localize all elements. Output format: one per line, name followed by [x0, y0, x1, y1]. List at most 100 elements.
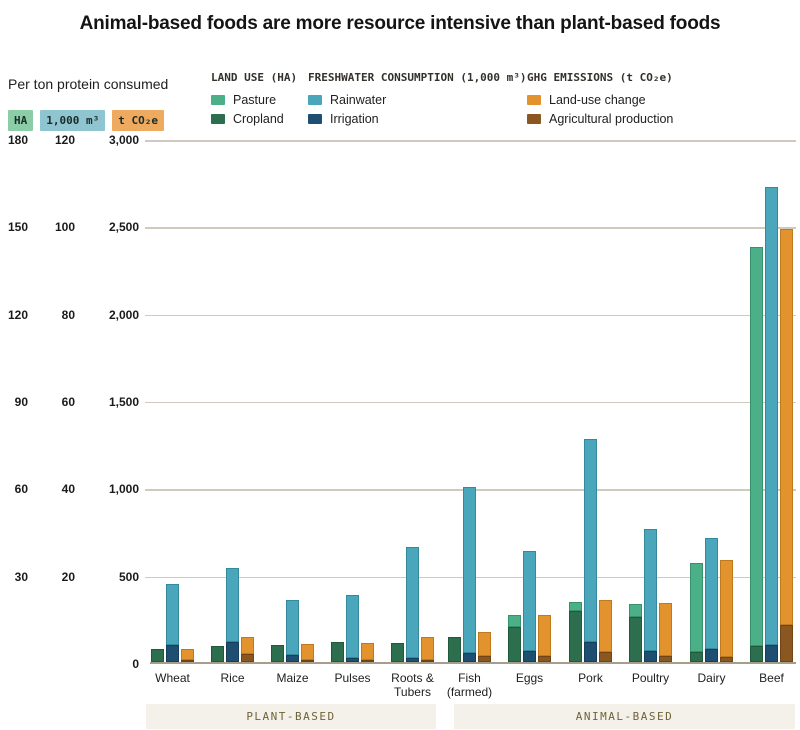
ghg-bar: [421, 637, 434, 662]
water-bar: [523, 551, 536, 662]
tick-label: 3,000: [108, 133, 139, 147]
tick-label: 90: [14, 394, 28, 409]
segment-agricultural-production: [538, 656, 551, 662]
segment-rainwater: [584, 439, 597, 642]
tick-row: 90 60 1,500: [0, 395, 139, 409]
water-bar: [765, 187, 778, 662]
segment-irrigation: [644, 651, 657, 662]
tick-label-zero: 0: [132, 657, 139, 671]
segment-irrigation: [463, 653, 476, 662]
segment-land-use-change: [538, 615, 551, 656]
segment-pasture: [750, 247, 763, 646]
agricultural-production-swatch-icon: [527, 114, 541, 124]
tick-label: 60: [61, 394, 75, 409]
ghg-bar: [361, 643, 374, 662]
ghg-bar: [720, 560, 733, 662]
ghg-bar: [659, 603, 672, 662]
segment-land-use-change: [780, 229, 793, 625]
water-bar: [226, 568, 239, 662]
water-bar: [166, 584, 179, 662]
segment-land-use-change: [478, 632, 491, 656]
bar-group-pulses: [331, 595, 374, 662]
section-band-label: ANIMAL-BASED: [575, 710, 674, 723]
segment-irrigation: [584, 642, 597, 662]
segment-rainwater: [346, 595, 359, 658]
segment-agricultural-production: [301, 660, 314, 662]
rainwater-swatch-icon: [308, 95, 322, 105]
segment-cropland: [690, 652, 703, 662]
segment-agricultural-production: [361, 660, 374, 662]
segment-agricultural-production: [599, 652, 612, 662]
category-label-pork: Pork: [578, 671, 603, 685]
segment-cropland: [508, 627, 521, 662]
segment-irrigation: [346, 658, 359, 662]
land-bar: [690, 563, 703, 662]
segment-rainwater: [463, 487, 476, 653]
legend-ghg: GHG EMISSIONS (t CO₂e) Land-use change A…: [527, 71, 673, 131]
category-label-maize: Maize: [276, 671, 309, 685]
segment-cropland: [331, 642, 344, 662]
section-band-label: PLANT-BASED: [246, 710, 336, 723]
legend-item-agricultural-production: Agricultural production: [527, 112, 673, 126]
water-bar: [406, 547, 419, 662]
gridline: [145, 401, 796, 404]
gridline: [145, 227, 796, 229]
category-label-beef: Beef: [759, 671, 784, 685]
segment-agricultural-production: [241, 654, 254, 662]
category-label-roots-tubers: Roots & Tubers: [391, 671, 434, 699]
segment-rainwater: [644, 529, 657, 651]
segment-land-use-change: [421, 637, 434, 660]
ghg-bar: [538, 615, 551, 662]
legend-title-ghg: GHG EMISSIONS (t CO₂e): [527, 71, 673, 84]
bar-group-roots-tubers: [391, 547, 434, 662]
segment-land-use-change: [241, 637, 254, 654]
segment-cropland: [391, 643, 404, 662]
segment-irrigation: [765, 645, 778, 662]
legend-land-use: LAND USE (HA) Pasture Cropland: [211, 71, 297, 131]
tick-label: 40: [61, 482, 75, 497]
land-bar: [151, 649, 164, 662]
water-bar: [644, 529, 657, 662]
segment-land-use-change: [659, 603, 672, 656]
segment-cropland: [448, 637, 461, 662]
tick-row: 180 120 3,000: [0, 133, 139, 147]
segment-rainwater: [705, 538, 718, 649]
land-use-change-swatch-icon: [527, 95, 541, 105]
land-bar: [391, 643, 404, 662]
category-label-wheat: Wheat: [155, 671, 190, 685]
segment-pasture: [690, 563, 703, 652]
segment-cropland: [151, 649, 164, 662]
segment-pasture: [508, 615, 521, 627]
tick-row: 120 80 2,000: [0, 308, 139, 322]
segment-land-use-change: [599, 600, 612, 652]
legend-item-irrigation: Irrigation: [308, 112, 527, 126]
category-label-eggs: Eggs: [515, 671, 544, 685]
segment-irrigation: [286, 655, 299, 662]
segment-cropland: [211, 646, 224, 662]
segment-cropland: [750, 646, 763, 662]
land-bar: [448, 637, 461, 662]
tick-label: 60: [14, 482, 28, 497]
chart-title: Animal-based foods are more resource int…: [79, 13, 721, 34]
segment-rainwater: [523, 551, 536, 651]
water-bar: [705, 538, 718, 662]
irrigation-swatch-icon: [308, 114, 322, 124]
water-bar: [286, 600, 299, 662]
segment-irrigation: [705, 649, 718, 662]
bar-group-maize: [271, 600, 314, 662]
water-bar: [346, 595, 359, 662]
plot-area: [145, 140, 796, 664]
cropland-swatch-icon: [211, 114, 225, 124]
bar-group-beef: [750, 187, 793, 662]
segment-rainwater: [406, 547, 419, 658]
bar-group-eggs: [508, 551, 551, 662]
tick-label: 2,500: [108, 220, 139, 235]
tick-label: 100: [54, 220, 75, 235]
segment-agricultural-production: [659, 656, 672, 662]
segment-land-use-change: [361, 643, 374, 660]
tick-label: 180: [7, 133, 28, 147]
ghg-bar: [301, 644, 314, 662]
tick-label: 2,000: [108, 307, 139, 322]
bar-group-fish-farmed-: [448, 487, 491, 662]
segment-rainwater: [765, 187, 778, 645]
